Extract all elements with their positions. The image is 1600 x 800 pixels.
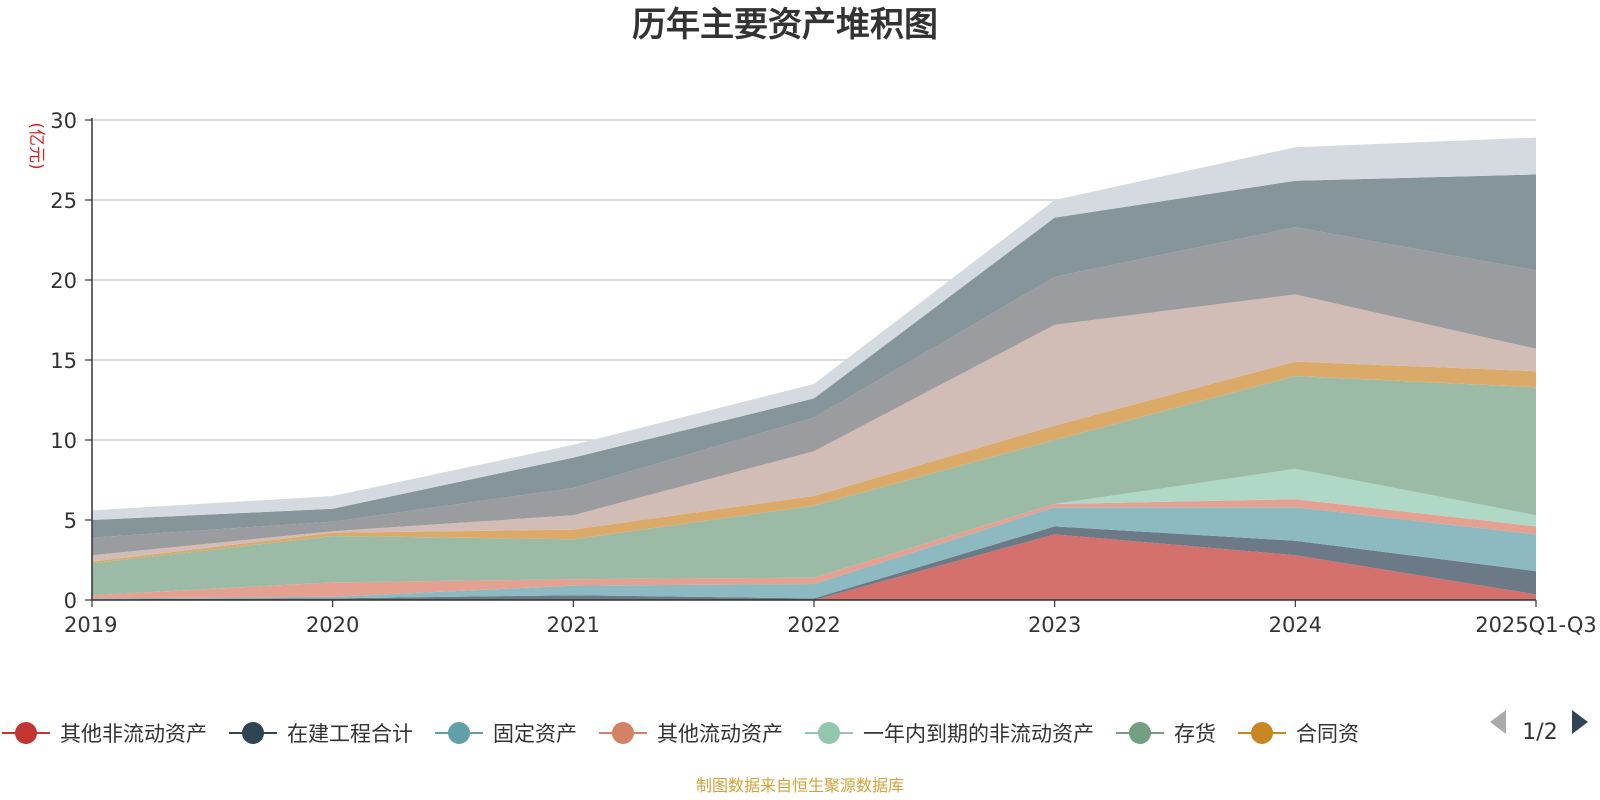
y-axis-unit-label: (亿元) (26, 122, 46, 169)
x-tick-label: 2022 (787, 613, 840, 637)
legend-circle-marker (15, 722, 37, 744)
x-tick-label: 2020 (306, 613, 359, 637)
legend-item[interactable]: 其他流动资产 (599, 722, 783, 746)
area-series-5[interactable] (92, 468, 1536, 596)
y-tick-label: 5 (64, 509, 77, 533)
area-series-1[interactable] (92, 534, 1536, 600)
y-tick-label: 0 (64, 589, 77, 613)
legend-label: 一年内到期的非流动资产 (863, 722, 1094, 746)
legend-next-page-icon[interactable] (1572, 710, 1588, 734)
legend-circle-marker (1251, 722, 1273, 744)
legend-circle-marker (448, 722, 470, 744)
legend-circle-marker (818, 722, 840, 744)
legend-label: 合同资 (1296, 722, 1359, 746)
legend-label: 存货 (1174, 722, 1216, 746)
data-source-note: 制图数据来自恒生聚源数据库 (696, 776, 904, 795)
legend-pager: 1/2 (1490, 710, 1588, 745)
legend-item[interactable]: 一年内到期的非流动资产 (805, 722, 1094, 746)
legend: 其他非流动资产 在建工程合计 固定资产 其他流动资产 一年内到期的非流动资产 存货 合同资 (2, 722, 1359, 746)
area-series-9[interactable] (92, 227, 1536, 556)
legend-prev-page-icon[interactable] (1490, 710, 1506, 734)
legend-circle-marker (612, 722, 634, 744)
area-series-group (92, 137, 1536, 600)
x-tick-label: 2021 (547, 613, 600, 637)
x-tick-label: 2023 (1028, 613, 1081, 637)
x-tick-label: 2024 (1269, 613, 1322, 637)
y-tick-label: 15 (50, 349, 77, 373)
chart-title: 历年主要资产堆积图 (632, 5, 938, 45)
area-series-11[interactable] (92, 137, 1536, 520)
legend-circle-marker (242, 722, 264, 744)
area-series-6[interactable] (92, 376, 1536, 596)
legend-circle-marker (1129, 722, 1151, 744)
legend-item[interactable]: 固定资产 (435, 722, 577, 746)
axes: 0 5 10 15 20 25 30 2019 2020 2021 2022 2023 2024 2025… (50, 109, 1597, 637)
legend-label: 其他流动资产 (657, 722, 783, 746)
legend-item[interactable]: 存货 (1116, 722, 1216, 746)
x-tick-label: 2025Q1-Q3 (1475, 613, 1597, 637)
x-tick-label: 2019 (64, 613, 117, 637)
y-tick-label: 30 (50, 109, 77, 133)
legend-item[interactable]: 其他非流动资产 (2, 722, 207, 746)
legend-item[interactable]: 合同资 (1238, 722, 1359, 746)
y-tick-label: 25 (50, 189, 77, 213)
legend-item[interactable]: 在建工程合计 (229, 722, 413, 746)
legend-page-indicator: 1/2 (1522, 720, 1557, 745)
area-series-3[interactable] (92, 507, 1536, 600)
y-tick-label: 20 (50, 269, 77, 293)
area-series-8[interactable] (92, 294, 1536, 562)
legend-label: 在建工程合计 (287, 722, 413, 746)
area-series-10[interactable] (92, 174, 1536, 538)
legend-label: 其他非流动资产 (60, 722, 207, 746)
y-tick-label: 10 (50, 429, 77, 453)
legend-label: 固定资产 (493, 722, 577, 746)
area-series-4[interactable] (92, 499, 1536, 599)
